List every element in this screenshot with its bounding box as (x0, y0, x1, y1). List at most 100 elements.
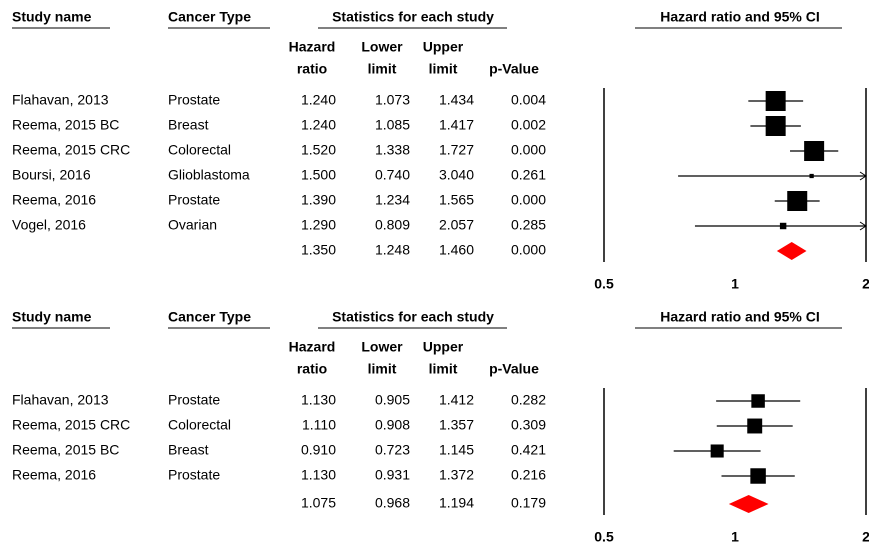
cancer-type: Breast (168, 117, 209, 133)
cell: 1.085 (375, 117, 410, 133)
column-header: limit (429, 61, 458, 77)
summary-diamond (776, 242, 807, 260)
header: Hazard ratio and 95% CI (660, 309, 820, 325)
cell: 1.145 (439, 442, 474, 458)
x-tick-label: 0.5 (594, 529, 614, 545)
column-header: Hazard (289, 39, 336, 55)
cell: 1.727 (439, 142, 474, 158)
cell: 0.000 (511, 192, 546, 208)
cell: 0.809 (375, 217, 410, 233)
cell: 1.130 (301, 467, 336, 483)
hr-square (747, 418, 763, 434)
cell: 0.004 (511, 92, 546, 108)
cell: 0.216 (511, 467, 546, 483)
study-name: Boursi, 2016 (12, 167, 91, 183)
cell: 0.285 (511, 217, 546, 233)
cell: 1.434 (439, 92, 474, 108)
cell: 1.073 (375, 92, 410, 108)
cell: 1.565 (439, 192, 474, 208)
header: Cancer Type (168, 9, 251, 25)
summary-diamond (728, 495, 769, 513)
column-header: p-Value (489, 361, 539, 377)
cell: 0.908 (375, 417, 410, 433)
hr-square (804, 141, 825, 161)
column-header: ratio (297, 61, 327, 77)
summary-cell: 1.075 (301, 495, 336, 511)
x-tick-label: 1 (731, 276, 739, 292)
hr-square (787, 191, 808, 211)
hr-square (710, 444, 724, 458)
cell: 0.000 (511, 142, 546, 158)
summary-cell: 1.350 (301, 242, 336, 258)
column-header: ratio (297, 361, 327, 377)
study-name: Reema, 2016 (12, 192, 96, 208)
column-header: limit (368, 61, 397, 77)
summary-cell: 1.248 (375, 242, 410, 258)
summary-cell: 0.179 (511, 495, 546, 511)
hr-square (779, 222, 787, 230)
study-name: Flahavan, 2013 (12, 392, 109, 408)
study-name: Reema, 2015 CRC (12, 417, 130, 433)
x-tick-label: 1 (731, 529, 739, 545)
hr-square (765, 116, 786, 136)
cell: 0.905 (375, 392, 410, 408)
header: Study name (12, 309, 92, 325)
cancer-type: Breast (168, 442, 209, 458)
column-header: Lower (361, 339, 403, 355)
hr-square (751, 394, 765, 408)
cell: 0.421 (511, 442, 546, 458)
header: Study name (12, 9, 92, 25)
x-tick-label: 0.5 (594, 276, 614, 292)
cell: 0.002 (511, 117, 546, 133)
cell: 0.931 (375, 467, 410, 483)
cell: 1.240 (301, 92, 336, 108)
cell: 1.372 (439, 467, 474, 483)
x-tick-label: 2 (862, 529, 869, 545)
cancer-type: Colorectal (168, 142, 231, 158)
column-header: Upper (423, 339, 464, 355)
study-name: Vogel, 2016 (12, 217, 86, 233)
summary-cell: 1.194 (439, 495, 474, 511)
cell: 0.261 (511, 167, 546, 183)
study-name: Reema, 2015 BC (12, 442, 119, 458)
cell: 1.234 (375, 192, 410, 208)
cancer-type: Colorectal (168, 417, 231, 433)
header: Cancer Type (168, 309, 251, 325)
study-name: Flahavan, 2013 (12, 92, 109, 108)
column-header: Lower (361, 39, 403, 55)
column-header: limit (429, 361, 458, 377)
cell: 1.110 (302, 417, 336, 433)
column-header: limit (368, 361, 397, 377)
hr-square (750, 468, 766, 484)
header: Hazard ratio and 95% CI (660, 9, 820, 25)
column-header: p-Value (489, 61, 539, 77)
cancer-type: Prostate (168, 192, 220, 208)
cell: 1.417 (439, 117, 474, 133)
cell: 1.130 (301, 392, 336, 408)
summary-cell: 0.000 (511, 242, 546, 258)
column-header: Upper (423, 39, 464, 55)
cancer-type: Glioblastoma (168, 167, 250, 183)
cell: 1.338 (375, 142, 410, 158)
cell: 0.723 (375, 442, 410, 458)
cell: 1.390 (301, 192, 336, 208)
cell: 2.057 (439, 217, 474, 233)
cell: 0.910 (301, 442, 336, 458)
cell: 1.290 (301, 217, 336, 233)
cancer-type: Ovarian (168, 217, 217, 233)
cell: 3.040 (439, 167, 474, 183)
cell: 1.520 (301, 142, 336, 158)
hr-square (765, 91, 786, 111)
x-tick-label: 2 (862, 276, 869, 292)
cancer-type: Prostate (168, 92, 220, 108)
cell: 1.240 (301, 117, 336, 133)
cancer-type: Prostate (168, 392, 220, 408)
study-name: Reema, 2015 BC (12, 117, 119, 133)
header: Statistics for each study (332, 9, 494, 25)
study-name: Reema, 2015 CRC (12, 142, 130, 158)
cell: 0.282 (511, 392, 546, 408)
study-name: Reema, 2016 (12, 467, 96, 483)
summary-cell: 0.968 (375, 495, 410, 511)
cell: 1.412 (439, 392, 474, 408)
